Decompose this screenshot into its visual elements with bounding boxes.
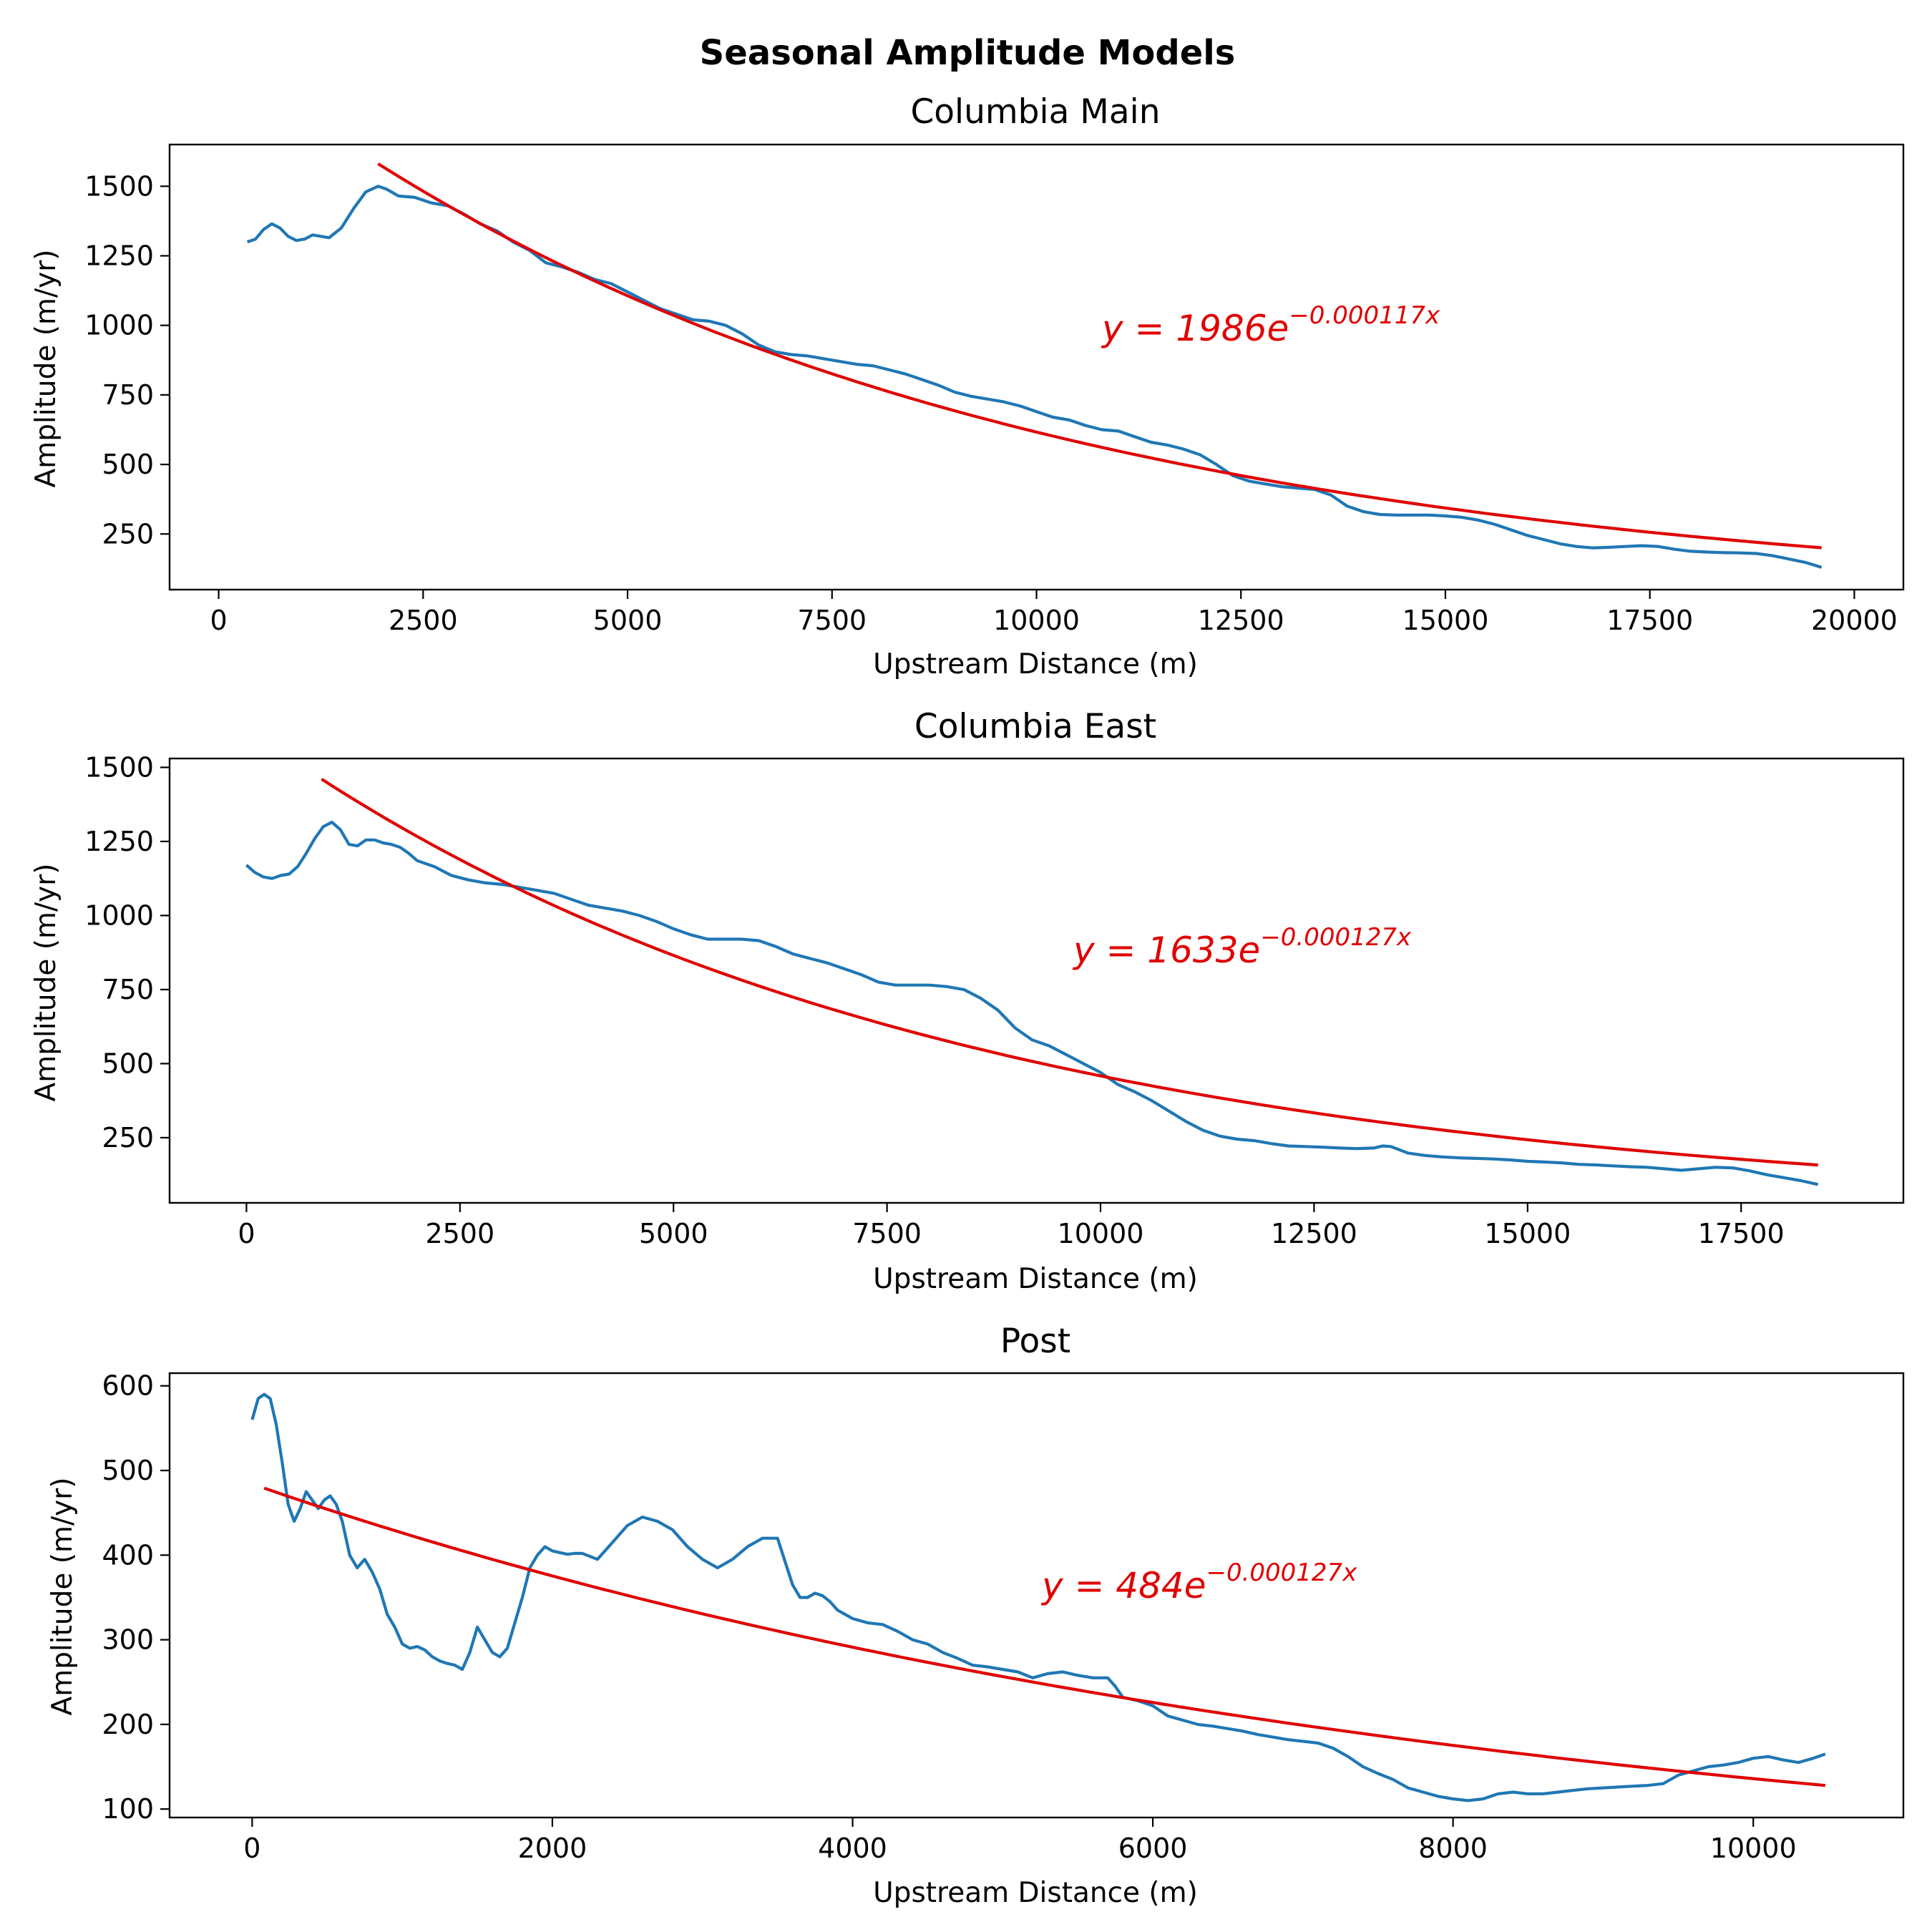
x-tick-label: 10000 bbox=[993, 605, 1080, 636]
x-axis-label: Upstream Distance (m) bbox=[873, 1263, 1198, 1295]
y-tick-label: 500 bbox=[102, 1048, 154, 1079]
fit-equation: y = 1986e−0.000117x bbox=[1101, 301, 1440, 349]
plot-area: 0 2500 5000 7500 10000 12500 15000 17500 20000 25… bbox=[84, 143, 1905, 636]
fit-equation-exponent: −0.000117x bbox=[1289, 301, 1440, 330]
axes-frame bbox=[168, 757, 1905, 1204]
x-tick-label: 4000 bbox=[818, 1833, 887, 1864]
y-tick-label: 500 bbox=[102, 449, 154, 480]
fit-curve-line bbox=[263, 1486, 1826, 1787]
y-axis-label: Amplitude (m/yr) bbox=[47, 1478, 79, 1716]
y-tick-label: 600 bbox=[102, 1370, 154, 1402]
y-tick-label: 1500 bbox=[84, 170, 154, 202]
panel-post: Post 0 2000 4000 6000 8000 10000 100 200 300 400 5… bbox=[47, 1322, 1905, 1909]
panel-title: Post bbox=[1000, 1322, 1070, 1361]
x-tick-label: 15000 bbox=[1484, 1218, 1571, 1249]
data-series-line bbox=[245, 820, 1819, 1186]
fit-equation-base: y = 1986e bbox=[1101, 308, 1289, 349]
y-tick-label: 1250 bbox=[84, 826, 154, 857]
x-tick-label: 10000 bbox=[1710, 1833, 1797, 1864]
x-tick-label: 12500 bbox=[1198, 605, 1284, 636]
figure-title: Seasonal Amplitude Models bbox=[700, 33, 1236, 73]
y-tick-label: 400 bbox=[102, 1539, 154, 1571]
y-axis-label: Amplitude (m/yr) bbox=[30, 250, 62, 488]
x-axis-label: Upstream Distance (m) bbox=[873, 1877, 1198, 1909]
x-tick-label: 8000 bbox=[1418, 1833, 1488, 1864]
y-tick-label: 1500 bbox=[84, 751, 154, 783]
data-series-line bbox=[250, 1392, 1826, 1802]
x-tick-label: 15000 bbox=[1402, 605, 1489, 636]
y-tick-label: 300 bbox=[102, 1624, 154, 1656]
x-tick-label: 0 bbox=[210, 605, 227, 636]
panel-title: Columbia Main bbox=[910, 92, 1160, 132]
panel-columbia-main: Columbia Main 0 2500 5000 7500 10000 12500 150… bbox=[30, 92, 1905, 680]
fit-equation: y = 1633e−0.000127x bbox=[1072, 923, 1412, 971]
x-tick-label: 12500 bbox=[1271, 1218, 1357, 1249]
x-tick-label: 0 bbox=[238, 1218, 255, 1249]
y-tick-label: 1250 bbox=[84, 240, 154, 272]
fit-curve-line bbox=[321, 778, 1818, 1167]
plot-area: 0 2500 5000 7500 10000 12500 15000 17500 250 500 7… bbox=[84, 751, 1905, 1249]
x-tick-label: 7500 bbox=[852, 1218, 922, 1249]
x-tick-label: 2000 bbox=[518, 1833, 587, 1864]
x-tick-label: 7500 bbox=[797, 605, 867, 636]
y-tick-label: 200 bbox=[102, 1709, 154, 1740]
y-axis-label: Amplitude (m/yr) bbox=[30, 864, 62, 1102]
panel-columbia-east: Columbia East 0 2500 5000 7500 10000 12500 150… bbox=[30, 707, 1905, 1295]
axes-frame bbox=[168, 1372, 1905, 1819]
y-tick-label: 1000 bbox=[84, 899, 154, 931]
fit-equation-exponent: −0.000127x bbox=[1260, 923, 1412, 952]
fit-equation-exponent: −0.000127x bbox=[1206, 1558, 1357, 1587]
y-tick-label: 250 bbox=[102, 1122, 154, 1153]
fit-equation-base: y = 1633e bbox=[1072, 930, 1260, 971]
x-tick-label: 5000 bbox=[639, 1218, 708, 1249]
x-tick-label: 17500 bbox=[1698, 1218, 1785, 1249]
x-tick-label: 17500 bbox=[1606, 605, 1693, 636]
y-tick-label: 250 bbox=[102, 518, 154, 550]
fit-equation-base: y = 484e bbox=[1040, 1565, 1206, 1606]
x-tick-label: 2500 bbox=[389, 605, 458, 636]
y-tick-label: 1000 bbox=[84, 310, 154, 341]
x-tick-label: 5000 bbox=[593, 605, 663, 636]
x-tick-label: 6000 bbox=[1118, 1833, 1188, 1864]
y-tick-label: 500 bbox=[102, 1455, 154, 1486]
x-tick-label: 0 bbox=[243, 1833, 260, 1864]
y-tick-label: 100 bbox=[102, 1793, 154, 1825]
x-tick-label: 10000 bbox=[1058, 1218, 1144, 1249]
x-tick-label: 20000 bbox=[1811, 605, 1898, 636]
panel-title: Columbia East bbox=[914, 707, 1156, 746]
x-tick-label: 2500 bbox=[425, 1218, 494, 1249]
plot-area: 0 2000 4000 6000 8000 10000 100 200 300 400 500 600 bbox=[102, 1370, 1905, 1864]
y-tick-label: 750 bbox=[102, 974, 154, 1005]
data-series-line bbox=[246, 185, 1823, 569]
y-tick-label: 750 bbox=[102, 379, 154, 411]
fit-equation: y = 484e−0.000127x bbox=[1040, 1558, 1357, 1606]
x-axis-label: Upstream Distance (m) bbox=[873, 648, 1198, 680]
fit-curve-line bbox=[377, 162, 1822, 550]
